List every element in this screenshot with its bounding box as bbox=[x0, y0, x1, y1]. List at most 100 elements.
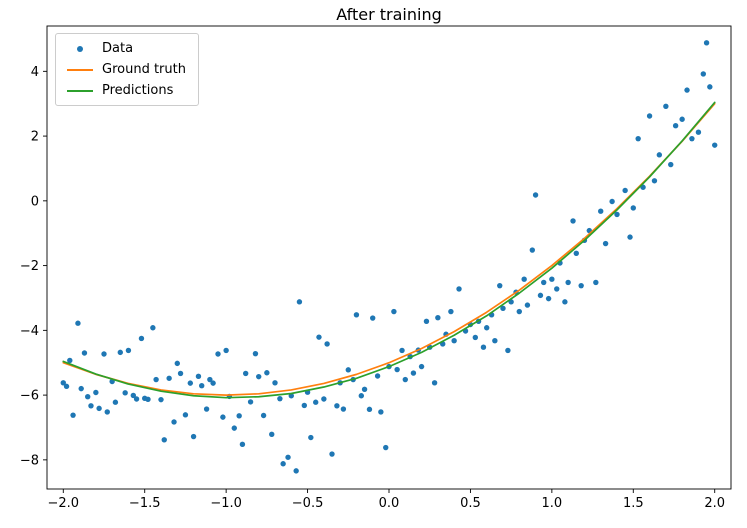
scatter-point bbox=[524, 302, 531, 308]
scatter-point bbox=[456, 286, 462, 292]
scatter-point bbox=[537, 292, 544, 299]
scatter-point bbox=[627, 234, 633, 240]
legend-item-ground-truth: Ground truth bbox=[65, 62, 186, 77]
scatter-point bbox=[81, 350, 88, 356]
scatter-point bbox=[602, 240, 609, 247]
chart-title: After training bbox=[336, 5, 442, 24]
x-tick-label: −1.5 bbox=[129, 496, 161, 511]
scatter-point bbox=[630, 205, 636, 211]
scatter-point bbox=[622, 187, 628, 194]
x-tick-label: 0.0 bbox=[379, 496, 400, 511]
scatter-point bbox=[117, 349, 123, 356]
scatter-point bbox=[700, 71, 707, 77]
scatter-point bbox=[593, 279, 599, 286]
x-tick-label: −0.5 bbox=[292, 496, 324, 511]
scatter-point bbox=[378, 409, 384, 415]
scatter-point bbox=[329, 451, 335, 457]
scatter-point bbox=[88, 403, 94, 409]
scatter-point bbox=[345, 367, 351, 373]
scatter-point bbox=[260, 412, 267, 419]
scatter-point bbox=[374, 373, 381, 379]
scatter-point bbox=[321, 396, 327, 402]
scatter-point bbox=[565, 279, 571, 286]
scatter-point bbox=[187, 380, 194, 386]
scatter-point bbox=[712, 142, 718, 148]
scatter-point bbox=[272, 380, 278, 386]
scatter-point bbox=[150, 325, 156, 331]
scatter-point bbox=[130, 392, 137, 399]
scatter-point bbox=[93, 389, 99, 396]
x-tick-label: 1.0 bbox=[542, 496, 563, 511]
scatter-point bbox=[190, 433, 197, 440]
scatter-point bbox=[562, 299, 568, 305]
legend-item-predictions: Predictions bbox=[65, 83, 186, 98]
scatter-point bbox=[448, 308, 454, 315]
ground-truth-marker-icon bbox=[65, 68, 95, 71]
scatter-point bbox=[689, 135, 695, 142]
legend-label-data: Data bbox=[102, 41, 134, 56]
x-tick-label: 0.5 bbox=[460, 496, 481, 511]
scatter-point bbox=[161, 437, 167, 443]
scatter-point bbox=[545, 295, 552, 302]
scatter-point bbox=[505, 347, 511, 354]
scatter-point bbox=[203, 406, 210, 412]
scatter-point bbox=[293, 468, 299, 474]
scatter-point bbox=[133, 396, 140, 402]
x-tick-label: 2.0 bbox=[704, 496, 725, 511]
scatter-point bbox=[277, 395, 283, 402]
scatter-point bbox=[598, 208, 604, 214]
scatter-point bbox=[541, 279, 547, 286]
x-tick-label: 1.5 bbox=[623, 496, 644, 511]
scatter-point bbox=[703, 40, 710, 46]
y-tick-label: −6 bbox=[20, 389, 39, 404]
scatter-point bbox=[656, 152, 663, 158]
scatter-point bbox=[451, 338, 457, 344]
y-tick-label: −4 bbox=[20, 324, 39, 339]
scatter-point bbox=[60, 380, 66, 386]
scatter-point bbox=[663, 103, 669, 110]
legend-label-predictions: Predictions bbox=[102, 83, 174, 98]
scatter-point bbox=[199, 383, 205, 389]
scatter-point bbox=[104, 409, 110, 415]
scatter-point bbox=[85, 394, 91, 400]
scatter-point bbox=[707, 84, 713, 90]
scatter-point bbox=[75, 320, 81, 326]
scatter-point bbox=[361, 386, 368, 392]
scatter-point bbox=[402, 376, 408, 383]
scatter-point bbox=[549, 276, 555, 282]
scatter-point bbox=[63, 383, 70, 390]
scatter-point bbox=[614, 211, 620, 218]
scatter-point bbox=[423, 318, 430, 324]
scatter-point bbox=[166, 375, 172, 381]
scatter-point bbox=[70, 412, 76, 418]
scatter-point bbox=[500, 305, 506, 312]
legend: Data Ground truth Predictions bbox=[55, 33, 199, 106]
scatter-point bbox=[252, 350, 259, 357]
scatter-point bbox=[145, 396, 151, 403]
scatter-point bbox=[370, 315, 376, 321]
scatter-point bbox=[521, 276, 527, 282]
y-tick-label: 0 bbox=[31, 194, 39, 209]
scatter-point bbox=[122, 390, 128, 396]
ground-truth-line bbox=[62, 102, 716, 396]
scatter-point bbox=[96, 405, 102, 412]
scatter-point bbox=[679, 116, 685, 122]
scatter-point bbox=[431, 380, 438, 386]
scatter-point bbox=[215, 351, 221, 357]
scatter-point bbox=[220, 414, 226, 420]
y-tick-label: −2 bbox=[20, 259, 39, 274]
scatter-point bbox=[353, 312, 360, 318]
y-tick-label: −8 bbox=[20, 453, 39, 468]
scatter-point bbox=[497, 282, 503, 289]
scatter-point bbox=[269, 431, 275, 437]
scatter-point bbox=[313, 399, 319, 405]
scatter-point bbox=[391, 308, 397, 315]
scatter-point bbox=[516, 308, 522, 315]
scatter-point bbox=[410, 370, 417, 376]
y-tick-label: 4 bbox=[31, 65, 39, 80]
scatter-point bbox=[171, 419, 177, 425]
scatter-point bbox=[138, 335, 145, 342]
predictions-marker-shape bbox=[67, 89, 93, 92]
